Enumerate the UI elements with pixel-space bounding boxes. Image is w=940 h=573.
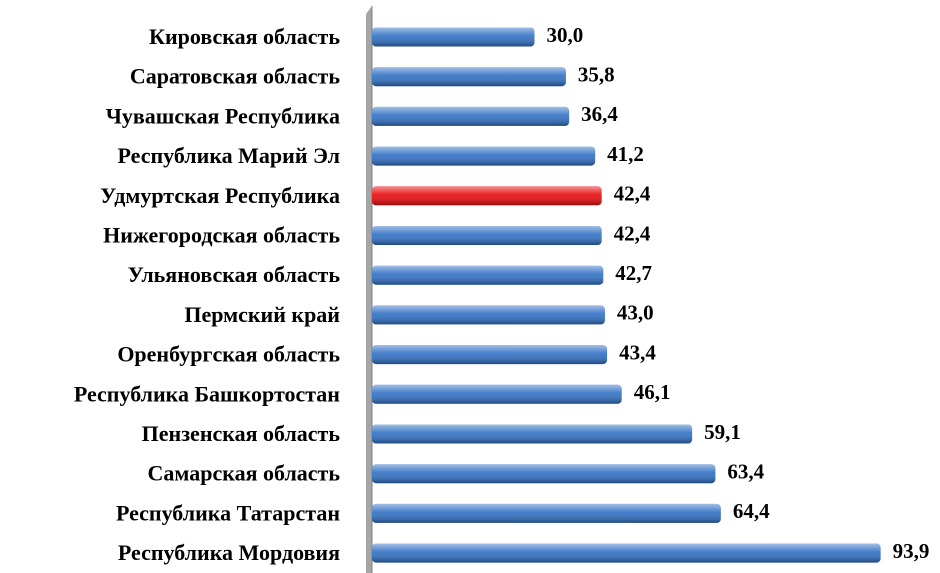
category-label: Республика Башкортостан: [74, 381, 340, 406]
value-label: 42,7: [615, 261, 652, 285]
bar: [372, 106, 570, 126]
category-label: Пензенская область: [142, 421, 341, 446]
bar: [372, 543, 881, 563]
bar: [372, 424, 693, 444]
value-label: 41,2: [607, 142, 644, 166]
axis-wall: [366, 6, 372, 573]
bar: [372, 186, 602, 206]
value-label: 59,1: [704, 420, 741, 444]
bar: [372, 464, 716, 484]
value-label: 42,4: [614, 221, 651, 245]
category-label: Нижегородская область: [103, 223, 340, 248]
bar: [372, 27, 535, 47]
bar: [372, 265, 604, 285]
category-label: Оренбургская область: [117, 342, 340, 367]
value-label: 43,4: [619, 340, 656, 364]
value-label: 93,9: [893, 539, 930, 563]
bar: [372, 345, 608, 365]
category-label: Саратовская область: [130, 64, 341, 89]
bar: [372, 67, 566, 87]
category-label: Чувашская Республика: [106, 103, 340, 128]
category-label: Республика Татарстан: [116, 500, 340, 525]
value-label: 43,0: [617, 301, 654, 325]
category-label: Ульяновская область: [128, 262, 341, 287]
value-label: 42,4: [614, 182, 651, 206]
category-label: Республика Мордовия: [118, 540, 340, 565]
category-label: Самарская область: [148, 461, 341, 486]
value-label: 30,0: [547, 23, 584, 47]
value-label: 63,4: [727, 460, 764, 484]
bar: [372, 226, 602, 245]
value-label: 64,4: [733, 499, 770, 523]
bar: [372, 146, 596, 166]
category-label: Удмуртская Республика: [100, 183, 340, 208]
category-label: Пермский край: [184, 302, 340, 327]
category-label: Кировская область: [149, 24, 340, 49]
value-label: 46,1: [634, 380, 671, 404]
value-label: 36,4: [581, 102, 618, 126]
bar: [372, 503, 721, 523]
value-label: 35,8: [578, 63, 615, 87]
bar: [372, 305, 605, 325]
category-label: Республика Марий Эл: [118, 143, 340, 168]
bar: [372, 384, 622, 404]
